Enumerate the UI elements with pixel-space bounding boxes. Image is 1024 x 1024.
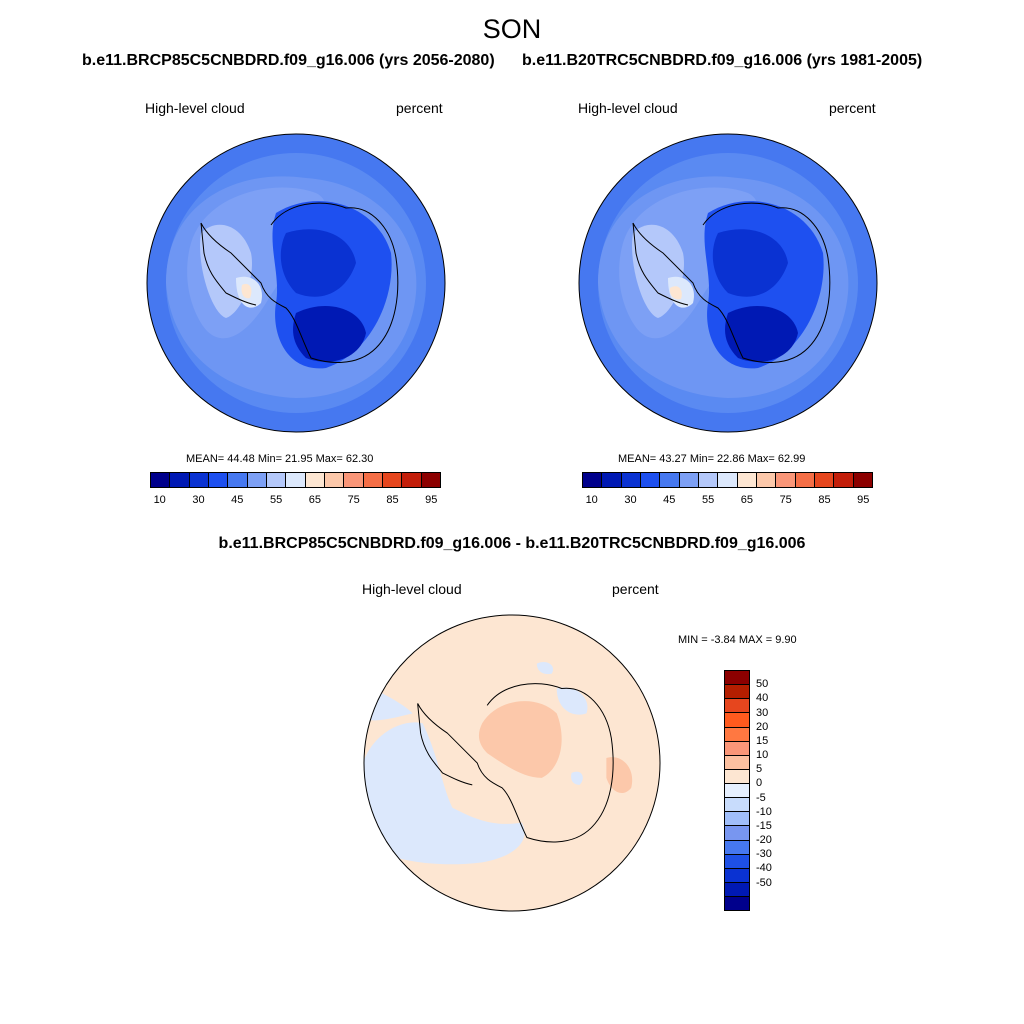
colorbar-cell xyxy=(853,473,872,487)
panel2-polar-map xyxy=(578,133,878,433)
colorbar-cell xyxy=(602,473,622,487)
panel1-polar-map xyxy=(146,133,446,433)
case-a-title: b.e11.BRCP85C5CNBDRD.f09_g16.006 (yrs 20… xyxy=(82,52,495,69)
colorbar-cell xyxy=(189,473,209,487)
colorbar-tick-label: 45 xyxy=(663,494,676,506)
colorbar-cell xyxy=(247,473,267,487)
colorbar-tick-label: 30 xyxy=(756,706,769,719)
colorbar-cell xyxy=(698,473,719,487)
panel1-units-label: percent xyxy=(396,100,443,116)
colorbar-cell xyxy=(324,473,345,487)
diff-units-label: percent xyxy=(612,581,659,597)
panel2-colorbar-ticks: 10 30 45 55 65 75 85 95 xyxy=(582,494,873,508)
colorbar-tick-label: -10 xyxy=(756,805,772,818)
colorbar-tick-label: 30 xyxy=(624,494,637,506)
colorbar-tick-label: 85 xyxy=(386,494,399,506)
colorbar-cell xyxy=(660,473,680,487)
colorbar-cell xyxy=(737,473,757,487)
colorbar-tick-label: 10 xyxy=(153,494,166,506)
figure-title: SON xyxy=(482,14,542,44)
diff-variable-label: High-level cloud xyxy=(362,581,462,597)
colorbar-tick-label: -15 xyxy=(756,819,772,832)
colorbar-cell xyxy=(725,840,749,855)
panel1-colorbar-ticks: 10 30 45 55 65 75 85 95 xyxy=(150,494,441,508)
colorbar-tick-label: 65 xyxy=(740,494,754,506)
colorbar-cell xyxy=(756,473,777,487)
colorbar-cell xyxy=(382,473,403,487)
colorbar-cell xyxy=(725,826,749,841)
colorbar-tick-label: 20 xyxy=(756,720,769,733)
colorbar-tick-label: 55 xyxy=(701,494,715,506)
colorbar-tick-label: 10 xyxy=(585,494,598,506)
colorbar-cell xyxy=(725,699,749,714)
colorbar-cell xyxy=(725,868,749,883)
panel2-stats: MEAN= 43.27 Min= 22.86 Max= 62.99 xyxy=(618,453,806,465)
colorbar-cell xyxy=(286,473,306,487)
colorbar-tick-label: 15 xyxy=(756,734,769,747)
colorbar-tick-label: -50 xyxy=(756,876,772,889)
colorbar-tick-label: 40 xyxy=(756,692,769,705)
colorbar-tick-label: 95 xyxy=(857,494,870,506)
diff-stats: MIN = -3.84 MAX = 9.90 xyxy=(678,634,797,646)
colorbar-cell xyxy=(305,473,325,487)
colorbar-cell xyxy=(679,473,699,487)
panel1-colorbar xyxy=(150,472,441,488)
colorbar-cell xyxy=(170,473,190,487)
colorbar-tick-label: 65 xyxy=(308,494,322,506)
colorbar-cell xyxy=(725,897,749,911)
colorbar-cell xyxy=(725,685,749,700)
colorbar-cell xyxy=(208,473,229,487)
colorbar-cell xyxy=(814,473,835,487)
colorbar-cell xyxy=(725,671,749,686)
colorbar-cell xyxy=(725,784,749,799)
panel1-variable-label: High-level cloud xyxy=(145,100,245,116)
colorbar-cell xyxy=(228,473,248,487)
colorbar-cell xyxy=(725,755,749,770)
colorbar-cell xyxy=(776,473,796,487)
colorbar-cell xyxy=(725,882,749,897)
colorbar-cell xyxy=(151,473,171,487)
panel2-variable-label: High-level cloud xyxy=(578,100,678,116)
panel2-colorbar xyxy=(582,472,873,488)
diff-colorbar xyxy=(724,670,750,911)
colorbar-tick-label: 10 xyxy=(756,749,769,762)
colorbar-tick-label: -20 xyxy=(756,834,772,847)
colorbar-cell xyxy=(344,473,364,487)
colorbar-cell xyxy=(421,473,440,487)
colorbar-cell xyxy=(402,473,422,487)
colorbar-tick-label: 85 xyxy=(818,494,831,506)
colorbar-cell xyxy=(725,741,749,756)
colorbar-tick-label: 30 xyxy=(192,494,205,506)
colorbar-cell xyxy=(725,798,749,813)
colorbar-cell xyxy=(725,769,749,784)
colorbar-cell xyxy=(725,713,749,728)
colorbar-tick-label: 95 xyxy=(425,494,438,506)
colorbar-tick-label: 55 xyxy=(269,494,283,506)
colorbar-tick-label: -40 xyxy=(756,862,772,875)
colorbar-tick-label: -5 xyxy=(756,791,766,804)
colorbar-tick-label: 5 xyxy=(756,763,763,776)
colorbar-cell xyxy=(640,473,661,487)
colorbar-cell xyxy=(583,473,603,487)
colorbar-cell xyxy=(363,473,383,487)
panel1-stats: MEAN= 44.48 Min= 21.95 Max= 62.30 xyxy=(186,453,374,465)
colorbar-tick-label: 75 xyxy=(347,494,360,506)
colorbar-cell xyxy=(266,473,287,487)
colorbar-cell xyxy=(834,473,854,487)
colorbar-cell xyxy=(718,473,738,487)
colorbar-cell xyxy=(725,812,749,827)
colorbar-tick-label: 0 xyxy=(756,777,763,790)
colorbar-tick-label: -30 xyxy=(756,848,772,861)
case-b-title: b.e11.B20TRC5CNBDRD.f09_g16.006 (yrs 198… xyxy=(522,52,923,69)
diff-polar-map xyxy=(363,614,661,912)
diff-title: b.e11.BRCP85C5CNBDRD.f09_g16.006 - b.e11… xyxy=(218,535,806,552)
colorbar-cell xyxy=(725,727,749,742)
colorbar-cell xyxy=(621,473,641,487)
colorbar-tick-label: 75 xyxy=(779,494,792,506)
colorbar-tick-label: 50 xyxy=(756,678,769,691)
panel2-units-label: percent xyxy=(829,100,876,116)
colorbar-cell xyxy=(725,854,749,869)
colorbar-tick-label: 45 xyxy=(231,494,244,506)
colorbar-cell xyxy=(795,473,815,487)
